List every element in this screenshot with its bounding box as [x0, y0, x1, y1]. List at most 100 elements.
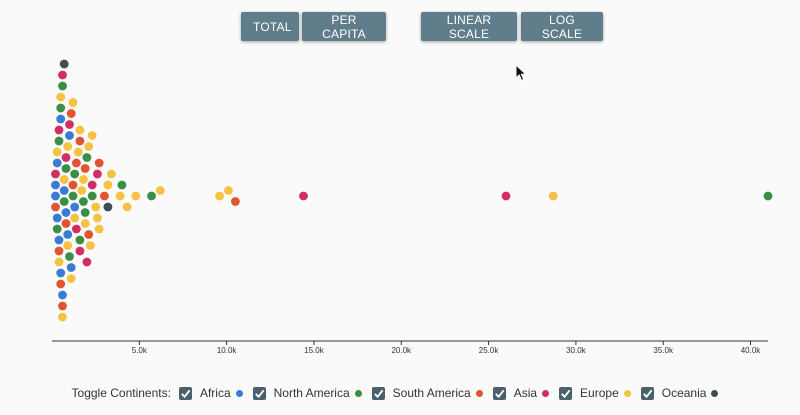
data-point-north-america[interactable]	[75, 235, 85, 245]
data-point-asia[interactable]	[299, 191, 308, 201]
data-point-south-america[interactable]	[56, 279, 66, 289]
legend-item-asia[interactable]: Asia	[492, 386, 550, 400]
data-point-europe[interactable]	[103, 180, 113, 190]
data-point-oceania[interactable]	[59, 59, 69, 69]
checkbox-africa[interactable]	[178, 386, 192, 400]
data-point-south-america[interactable]	[68, 180, 78, 190]
data-point-asia[interactable]	[65, 120, 74, 129]
data-point-europe[interactable]	[70, 213, 80, 223]
checkbox-europe[interactable]	[559, 386, 573, 400]
data-point-africa[interactable]	[63, 230, 73, 239]
data-point-europe[interactable]	[63, 142, 73, 151]
data-point-europe[interactable]	[86, 241, 95, 250]
data-point-south-america[interactable]	[61, 219, 71, 228]
legend-item-oceania[interactable]: Oceania	[640, 386, 719, 400]
checkbox-oceania[interactable]	[640, 386, 654, 400]
data-point-north-america[interactable]	[52, 224, 62, 234]
data-point-europe[interactable]	[224, 186, 233, 195]
data-point-europe[interactable]	[58, 312, 67, 322]
data-point-europe[interactable]	[59, 175, 69, 184]
checkbox-asia[interactable]	[492, 386, 506, 400]
data-point-asia[interactable]	[72, 224, 81, 234]
data-point-africa[interactable]	[59, 186, 69, 195]
checkbox-south-america[interactable]	[371, 386, 385, 400]
data-point-europe[interactable]	[73, 147, 83, 157]
data-point-europe[interactable]	[93, 213, 102, 223]
data-point-africa[interactable]	[52, 213, 62, 223]
data-point-north-america[interactable]	[87, 191, 97, 201]
data-point-north-america[interactable]	[56, 103, 66, 113]
data-point-asia[interactable]	[87, 180, 97, 190]
data-point-north-america[interactable]	[61, 164, 71, 173]
data-point-africa[interactable]	[52, 158, 62, 168]
data-point-asia[interactable]	[54, 125, 64, 135]
total-button[interactable]: TOTAL	[241, 12, 299, 41]
data-point-europe[interactable]	[107, 169, 116, 179]
data-point-south-america[interactable]	[54, 246, 64, 256]
data-point-south-america[interactable]	[51, 202, 60, 212]
data-point-south-america[interactable]	[80, 164, 90, 173]
data-point-europe[interactable]	[87, 131, 97, 140]
data-point-north-america[interactable]	[70, 169, 80, 179]
data-point-europe[interactable]	[155, 186, 165, 195]
data-point-north-america[interactable]	[54, 136, 64, 146]
data-point-north-america[interactable]	[59, 197, 69, 206]
data-point-north-america[interactable]	[79, 197, 88, 206]
data-point-asia[interactable]	[93, 169, 102, 179]
data-point-europe[interactable]	[548, 191, 558, 201]
data-point-europe[interactable]	[115, 191, 125, 201]
data-point-africa[interactable]	[56, 114, 66, 124]
data-point-south-america[interactable]	[100, 191, 109, 201]
data-point-asia[interactable]	[58, 70, 67, 80]
data-point-north-america[interactable]	[58, 81, 67, 91]
data-point-africa[interactable]	[56, 268, 66, 278]
data-point-europe[interactable]	[54, 257, 64, 267]
data-point-africa[interactable]	[61, 208, 71, 217]
data-point-africa[interactable]	[51, 180, 60, 190]
data-point-europe[interactable]	[68, 98, 78, 107]
data-point-south-america[interactable]	[75, 136, 85, 146]
data-point-europe[interactable]	[52, 147, 62, 157]
data-point-asia[interactable]	[501, 191, 511, 201]
legend-item-north-america[interactable]: North America	[252, 386, 362, 400]
log-scale-button[interactable]: LOG SCALE	[521, 12, 603, 41]
data-point-europe[interactable]	[80, 219, 90, 228]
legend-item-south-america[interactable]: South America	[371, 386, 483, 400]
data-point-africa[interactable]	[51, 191, 60, 201]
data-point-south-america[interactable]	[84, 230, 94, 239]
data-point-north-america[interactable]	[117, 180, 127, 190]
data-point-south-america[interactable]	[231, 197, 240, 206]
data-point-north-america[interactable]	[763, 191, 773, 201]
data-point-europe[interactable]	[63, 241, 73, 250]
data-point-africa[interactable]	[58, 290, 67, 300]
data-point-europe[interactable]	[66, 274, 76, 283]
legend-item-europe[interactable]: Europe	[559, 386, 631, 400]
per-capita-button[interactable]: PER CAPITA	[302, 12, 386, 41]
data-point-north-america[interactable]	[82, 153, 92, 162]
data-point-europe[interactable]	[75, 125, 85, 135]
linear-scale-button[interactable]: LINEAR SCALE	[421, 12, 517, 41]
data-point-europe[interactable]	[122, 202, 132, 212]
data-point-north-america[interactable]	[68, 191, 78, 201]
data-point-south-america[interactable]	[72, 158, 81, 168]
data-point-africa[interactable]	[70, 202, 80, 212]
data-point-asia[interactable]	[51, 169, 60, 179]
data-point-europe[interactable]	[79, 175, 88, 184]
data-point-north-america[interactable]	[147, 191, 156, 201]
data-point-oceania[interactable]	[103, 202, 113, 212]
data-point-south-america[interactable]	[94, 158, 104, 168]
data-point-south-america[interactable]	[58, 301, 67, 311]
data-point-europe[interactable]	[84, 142, 94, 151]
data-point-asia[interactable]	[82, 257, 92, 267]
legend-item-africa[interactable]: Africa	[178, 386, 243, 400]
data-point-europe[interactable]	[94, 224, 104, 234]
data-point-asia[interactable]	[75, 246, 85, 256]
data-point-africa[interactable]	[65, 131, 74, 140]
checkbox-north-america[interactable]	[252, 386, 266, 400]
data-point-europe[interactable]	[91, 202, 101, 212]
data-point-north-america[interactable]	[65, 252, 74, 261]
data-point-africa[interactable]	[66, 263, 76, 272]
data-point-south-america[interactable]	[66, 109, 76, 118]
data-point-asia[interactable]	[61, 153, 71, 162]
data-point-africa[interactable]	[54, 235, 64, 245]
